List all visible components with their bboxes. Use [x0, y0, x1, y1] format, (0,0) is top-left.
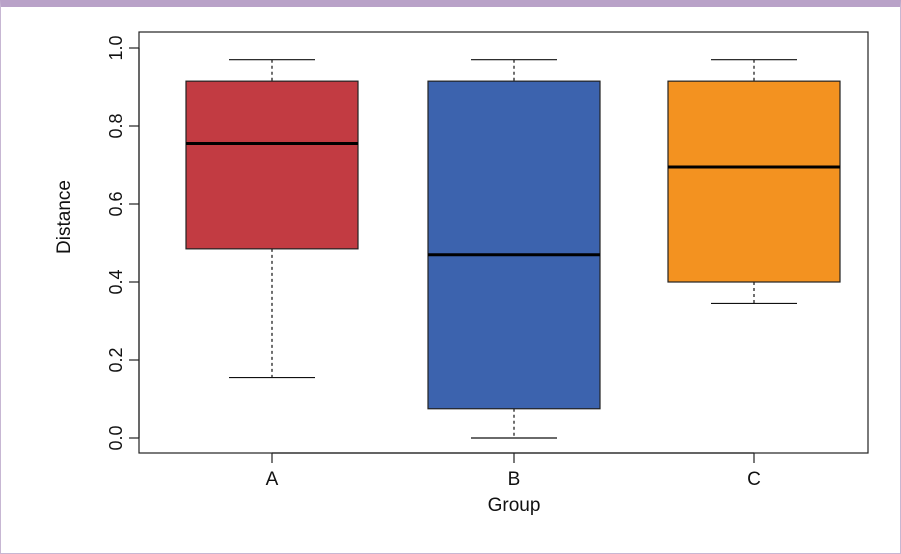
y-tick-label-4: 0.8	[106, 113, 126, 138]
x-axis-ticks: A B C	[266, 453, 761, 490]
y-axis-label: Distance	[54, 180, 75, 254]
boxes-layer	[185, 59, 841, 439]
box-group-a	[185, 59, 359, 379]
y-axis-ticks: 0.0 0.2 0.4 0.6 0.8 1.0	[106, 35, 139, 451]
y-tick-label-3: 0.6	[106, 191, 126, 216]
y-tick-label-2: 0.4	[106, 269, 126, 294]
y-tick-label-5: 1.0	[106, 35, 126, 60]
box-b	[427, 80, 601, 410]
box-c	[667, 80, 841, 283]
y-tick-label-1: 0.2	[106, 347, 126, 372]
x-tick-label-b: B	[508, 469, 521, 490]
y-tick-label-0: 0.0	[106, 425, 126, 450]
x-tick-label-c: C	[747, 469, 761, 490]
box-group-c	[667, 59, 841, 305]
x-tick-label-a: A	[266, 469, 279, 490]
x-axis-label: Group	[488, 495, 541, 516]
box-group-b	[427, 59, 601, 439]
box-a	[185, 80, 359, 250]
